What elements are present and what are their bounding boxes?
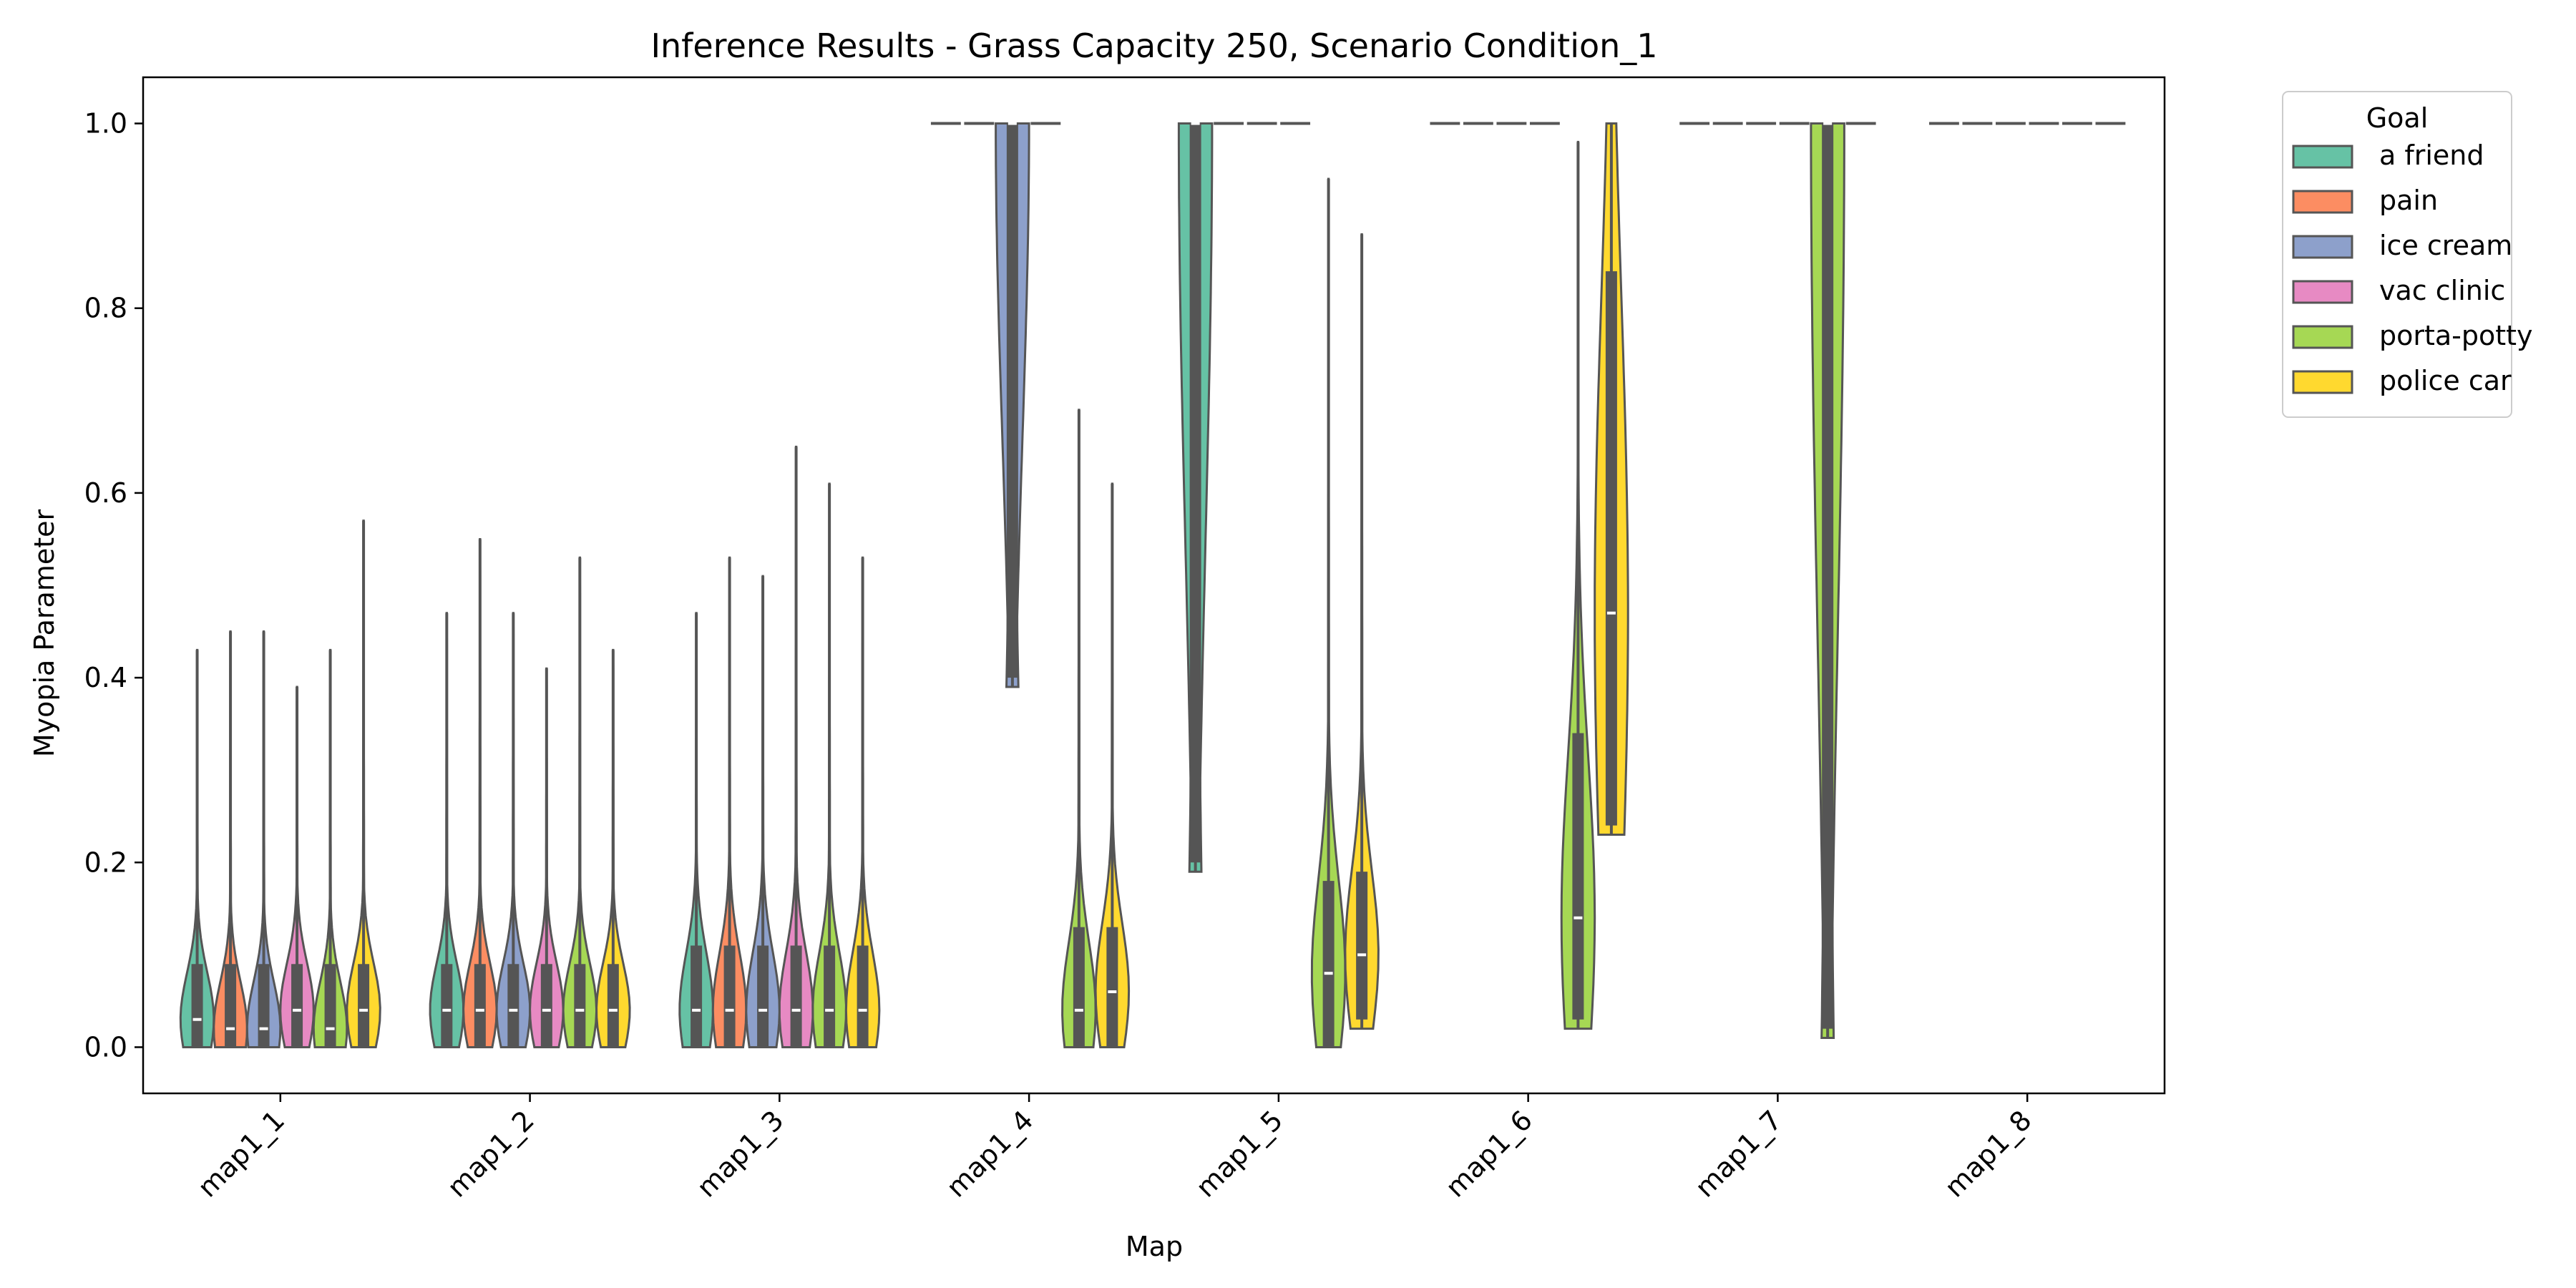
violin-map1_5-porta-potty bbox=[1310, 177, 1347, 1048]
legend-label: a friend bbox=[2379, 140, 2484, 171]
violin-iqr-box bbox=[191, 964, 203, 1048]
violin-map1_1-vac-clinic bbox=[279, 686, 315, 1048]
violin-map1_1-pain bbox=[213, 630, 248, 1048]
legend-swatch bbox=[2292, 280, 2353, 304]
violin-iqr-box bbox=[757, 945, 769, 1048]
y-tick-label: 0.2 bbox=[84, 847, 127, 878]
violin-iqr-box bbox=[358, 964, 370, 1048]
violin-iqr-box bbox=[225, 964, 237, 1048]
violin-iqr-box bbox=[1073, 927, 1085, 1048]
legend-swatch bbox=[2292, 370, 2353, 394]
violin-iqr-box bbox=[258, 964, 270, 1048]
violin-map1_3-a-friend bbox=[678, 612, 714, 1048]
y-tick-label: 0.4 bbox=[84, 662, 127, 693]
violin-map1_2-porta-potty bbox=[562, 556, 598, 1048]
violin-map1_3-ice-cream bbox=[745, 575, 781, 1048]
y-tick-label: 0.8 bbox=[84, 293, 127, 324]
violin-map1_3-pain bbox=[711, 556, 748, 1048]
violin-map1_5-police-car bbox=[1344, 233, 1380, 1030]
y-tick-label: 1.0 bbox=[84, 108, 127, 140]
violin-iqr-box bbox=[1822, 123, 1834, 1029]
violin-iqr-box bbox=[574, 964, 586, 1048]
violin-iqr-box bbox=[607, 964, 619, 1048]
violin-map1_1-ice-cream bbox=[245, 630, 282, 1048]
violin-map1_4-porta-potty bbox=[1061, 409, 1097, 1048]
violin-map1_7-porta-potty bbox=[1810, 122, 1845, 1039]
violin-map1_3-porta-potty bbox=[811, 482, 847, 1048]
legend-entries: a friend pain ice cream vac clinic porta-pot… bbox=[2292, 140, 2533, 396]
y-tick-label: 0.6 bbox=[84, 477, 127, 509]
x-tick-label: map1_1 bbox=[192, 1104, 291, 1203]
violin-map1_2-police-car bbox=[595, 648, 631, 1048]
legend-swatch bbox=[2292, 325, 2353, 349]
x-tick-label: map1_3 bbox=[691, 1104, 789, 1203]
legend-label: porta-potty bbox=[2379, 320, 2533, 351]
legend-swatch bbox=[2292, 145, 2353, 169]
violin-map1_4-ice-cream bbox=[995, 122, 1030, 688]
violin-iqr-box bbox=[540, 964, 552, 1048]
violin-map1_6-porta-potty bbox=[1560, 140, 1596, 1030]
violin-iqr-box bbox=[857, 945, 869, 1048]
legend: Goal a friend pain ice cream vac clinic port… bbox=[2282, 91, 2533, 418]
violin-iqr-box bbox=[441, 964, 453, 1048]
violin-map1_1-a-friend bbox=[179, 648, 215, 1048]
violin-map1_3-police-car bbox=[844, 556, 881, 1048]
violin-map1_5-a-friend bbox=[1177, 122, 1214, 873]
chart-title: Inference Results - Grass Capacity 250, … bbox=[650, 26, 1657, 65]
violin-iqr-box bbox=[691, 945, 703, 1048]
violin-map1_3-vac-clinic bbox=[778, 445, 814, 1048]
violin-iqr-box bbox=[723, 945, 736, 1048]
y-axis-label: Myopia Parameter bbox=[29, 509, 60, 757]
violin-map1_1-porta-potty bbox=[312, 648, 348, 1048]
violin-map1_6-police-car bbox=[1594, 122, 1629, 836]
legend-label: police car bbox=[2379, 365, 2512, 396]
legend-swatch bbox=[2292, 190, 2353, 214]
violin-map1_4-police-car bbox=[1094, 482, 1131, 1048]
violin-map1_2-vac-clinic bbox=[529, 667, 565, 1048]
violin-iqr-box bbox=[1356, 872, 1368, 1020]
violin-map1_2-a-friend bbox=[429, 612, 465, 1048]
legend-label: ice cream bbox=[2379, 230, 2512, 261]
violin-map1_2-pain bbox=[462, 538, 498, 1048]
legend-label: pain bbox=[2379, 185, 2438, 216]
violin-iqr-box bbox=[1605, 271, 1617, 826]
legend-label: vac clinic bbox=[2379, 275, 2505, 306]
legend-swatch bbox=[2292, 235, 2353, 259]
violin-iqr-box bbox=[474, 964, 486, 1048]
x-tick-label: map1_8 bbox=[1938, 1104, 2037, 1203]
y-tick-label: 0.0 bbox=[84, 1031, 127, 1063]
violin-iqr-box bbox=[507, 964, 519, 1048]
violin-iqr-box bbox=[1189, 123, 1201, 863]
violins bbox=[179, 122, 2126, 1048]
violin-iqr-box bbox=[790, 945, 802, 1048]
plot-area bbox=[142, 76, 2166, 1095]
violin-iqr-box bbox=[1006, 123, 1018, 678]
x-tick-label: map1_5 bbox=[1190, 1104, 1289, 1203]
violin-iqr-box bbox=[1322, 881, 1335, 1048]
x-tick-label: map1_7 bbox=[1689, 1104, 1787, 1203]
violin-iqr-box bbox=[324, 964, 336, 1048]
violin-iqr-box bbox=[291, 964, 303, 1048]
x-tick-label: map1_2 bbox=[441, 1104, 540, 1203]
x-tick-label: map1_4 bbox=[940, 1104, 1039, 1203]
violin-iqr-box bbox=[824, 945, 836, 1048]
violin-map1_1-police-car bbox=[346, 519, 381, 1048]
violin-iqr-box bbox=[1572, 733, 1584, 1020]
y-axis: 0.0 0.2 0.4 0.6 0.8 1.0 bbox=[84, 108, 143, 1063]
x-tick-label: map1_6 bbox=[1440, 1104, 1538, 1203]
legend-title: Goal bbox=[2366, 102, 2429, 134]
x-axis-label: Map bbox=[1126, 1231, 1183, 1262]
violin-iqr-box bbox=[1106, 927, 1118, 1048]
x-axis: map1_1 map1_2 map1_3 map1_4 map1_5 map1_6 map1… bbox=[192, 1093, 2038, 1204]
violin-map1_2-ice-cream bbox=[495, 612, 532, 1048]
